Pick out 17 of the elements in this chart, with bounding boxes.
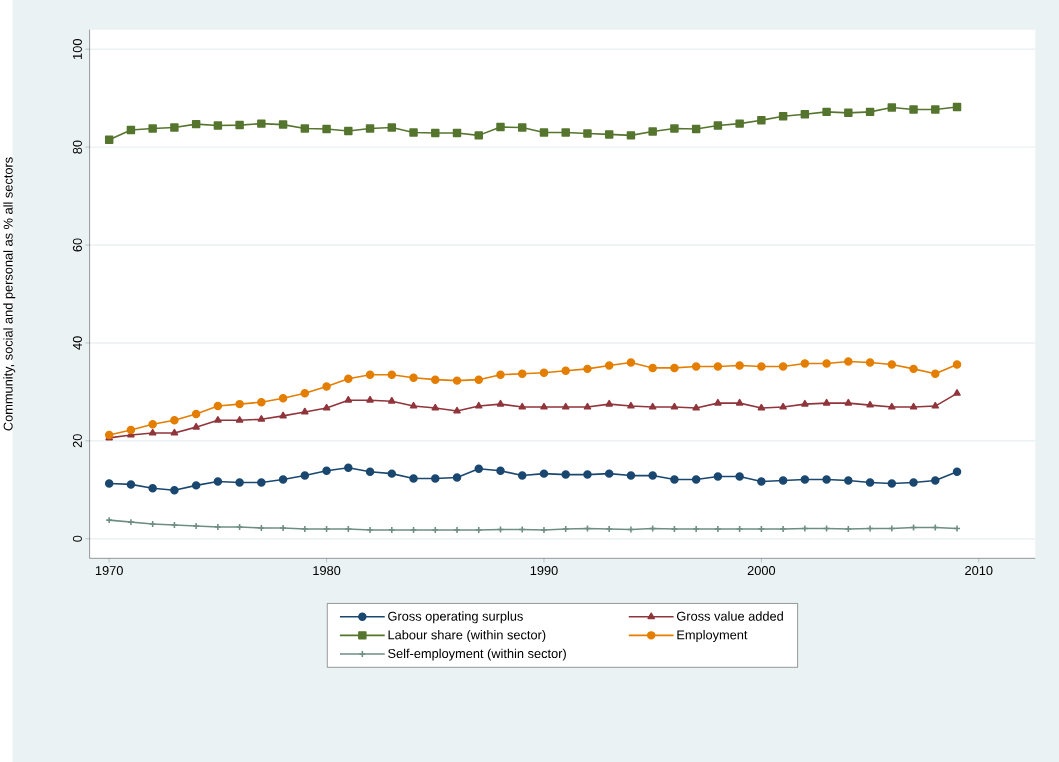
x-tick-label: 1980: [313, 566, 341, 576]
y-axis-title: Community, social and personal as % all sectors: [3, 157, 16, 431]
y-tick-label: 40: [72, 336, 82, 350]
y-tick-label: 100: [72, 39, 82, 59]
x-tick-label: 2000: [747, 566, 776, 576]
x-tick-label: 1990: [530, 566, 558, 576]
y-tick-label: 80: [72, 140, 82, 154]
y-tick-label: 60: [72, 238, 82, 252]
legend-label: Gross operating surplus: [388, 611, 523, 624]
x-tick-label: 2010: [965, 566, 993, 576]
legend-label: Labour share (within sector): [388, 630, 546, 642]
y-tick-label: 0: [72, 535, 82, 542]
y-tick-label: 20: [72, 434, 82, 448]
legend-label: Employment: [677, 630, 748, 642]
x-tick-label: 1970: [95, 566, 123, 576]
legend-label: Gross value added: [677, 611, 783, 621]
legend-label: Self-employment (within sector): [388, 648, 566, 661]
